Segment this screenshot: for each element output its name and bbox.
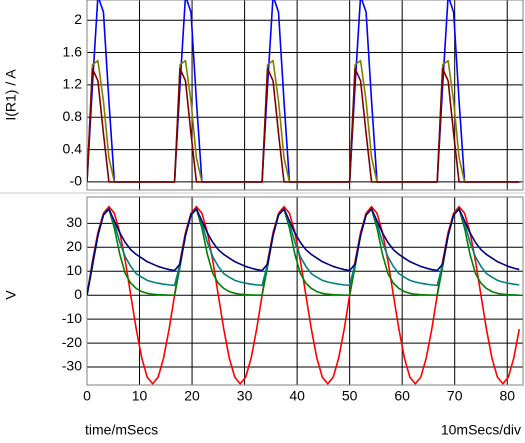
scale-annotation: 10mSecs/div bbox=[441, 422, 521, 438]
x-tick-label: 30 bbox=[237, 388, 253, 404]
y-tick-label: 0.8 bbox=[63, 108, 83, 124]
plot-lines bbox=[87, 205, 521, 385]
y-tick-label: 1.6 bbox=[63, 43, 83, 59]
y-tick-label: -10 bbox=[62, 310, 82, 326]
x-tick-label: 20 bbox=[184, 388, 200, 404]
y-tick-label: -30 bbox=[62, 358, 82, 374]
y-axis-label: I(R1) / A bbox=[3, 69, 19, 121]
y-tick-label: 1.2 bbox=[63, 76, 83, 92]
series-line bbox=[87, 208, 520, 296]
series-line bbox=[87, 67, 520, 183]
x-tick-label: 70 bbox=[447, 388, 463, 404]
y-tick-label: 10 bbox=[66, 262, 82, 278]
x-tick-label: 40 bbox=[289, 388, 305, 404]
x-axis-label: time/mSecs bbox=[85, 422, 158, 438]
y-tick-label: 30 bbox=[66, 214, 82, 230]
x-tick-label: 60 bbox=[394, 388, 410, 404]
y-tick-label: 0.4 bbox=[63, 140, 83, 156]
x-tick-label: 10 bbox=[132, 388, 148, 404]
y-axis-label: V bbox=[3, 290, 19, 300]
y-tick-label: -20 bbox=[62, 334, 82, 350]
y-tick-label: 2 bbox=[74, 11, 82, 27]
plot-lines bbox=[87, 0, 520, 183]
y-tick-label: 0 bbox=[74, 286, 82, 302]
x-tick-label: 50 bbox=[342, 388, 358, 404]
y-tick-label: 20 bbox=[66, 238, 82, 254]
plot-frame bbox=[86, 0, 524, 191]
x-tick-label: 80 bbox=[499, 388, 515, 404]
x-tick-label: 0 bbox=[83, 388, 91, 404]
y-tick-label: -0 bbox=[70, 173, 83, 189]
